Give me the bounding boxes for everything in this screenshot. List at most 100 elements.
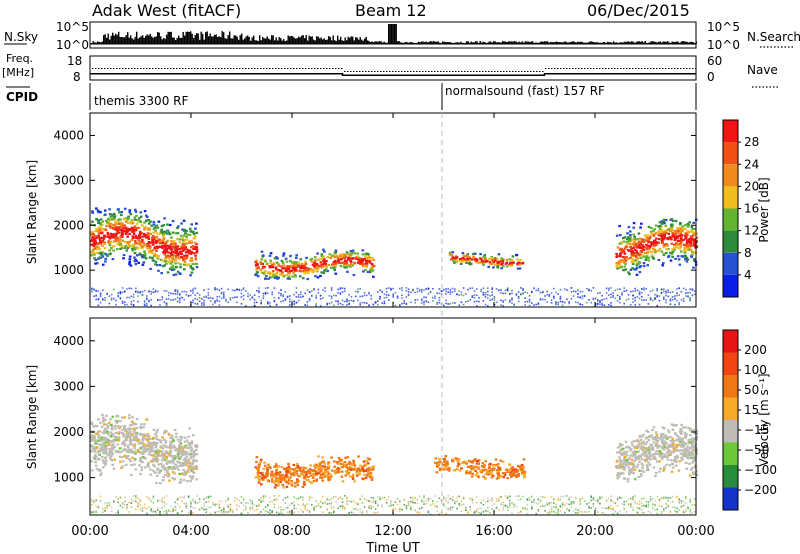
noise-cell bbox=[658, 299, 661, 302]
echo-cell bbox=[123, 454, 127, 457]
echo-cell bbox=[138, 217, 141, 220]
noise-cell bbox=[249, 294, 251, 296]
noise-cell bbox=[205, 295, 207, 298]
echo-cell bbox=[289, 476, 292, 479]
noise-cell bbox=[185, 291, 188, 293]
noise-cell bbox=[203, 302, 205, 304]
noise-cell bbox=[220, 291, 223, 294]
nsky-bar bbox=[596, 42, 598, 44]
echo-cell bbox=[132, 243, 135, 246]
noise-cell bbox=[227, 301, 229, 304]
echo-cell bbox=[301, 470, 304, 473]
echo-cell bbox=[94, 461, 97, 464]
echo-cell bbox=[110, 247, 113, 250]
echo-cell bbox=[126, 446, 130, 449]
echo-cell bbox=[508, 473, 512, 476]
echo-cell bbox=[167, 466, 170, 469]
noise-cell bbox=[610, 287, 612, 289]
echo-cell bbox=[685, 256, 689, 260]
nsky-bar bbox=[580, 41, 582, 44]
echo-cell bbox=[181, 228, 184, 231]
nsky-bar bbox=[95, 42, 97, 44]
nsky-bar bbox=[118, 31, 120, 44]
noise-cell bbox=[135, 287, 137, 290]
echo-cell bbox=[351, 476, 354, 479]
echo-cell bbox=[330, 469, 334, 472]
noise-cell bbox=[381, 291, 383, 294]
nsky-bar bbox=[662, 41, 664, 44]
echo-cell bbox=[147, 219, 150, 222]
noise-cell bbox=[515, 294, 518, 296]
echo-cell bbox=[92, 233, 95, 236]
nsky-bar bbox=[122, 37, 124, 44]
noise-cell bbox=[251, 296, 254, 299]
echo-cell bbox=[91, 469, 94, 472]
noise-cell bbox=[421, 298, 423, 300]
echo-cell bbox=[133, 225, 137, 228]
noise-cell bbox=[383, 302, 386, 305]
noise-cell bbox=[572, 290, 575, 292]
echo-cell bbox=[664, 224, 668, 228]
echo-cell bbox=[111, 463, 114, 466]
echo-cell bbox=[287, 272, 290, 275]
echo-cell bbox=[134, 263, 138, 266]
colorbar-tick-label: 12 bbox=[744, 224, 759, 238]
echo-cell bbox=[653, 241, 657, 244]
echo-cell bbox=[629, 236, 632, 239]
echo-cell bbox=[372, 275, 375, 278]
echo-cell bbox=[369, 469, 372, 472]
echo-cell bbox=[99, 473, 102, 477]
echo-cell bbox=[317, 455, 320, 458]
nave-point bbox=[194, 68, 196, 69]
echo-cell bbox=[163, 432, 166, 435]
echo-cell bbox=[126, 246, 130, 249]
echo-cell bbox=[186, 251, 190, 254]
noise-cell bbox=[245, 304, 247, 307]
echo-cell bbox=[147, 244, 150, 247]
echo-cell bbox=[166, 251, 170, 254]
noise-cell bbox=[427, 293, 430, 295]
noise-cell bbox=[273, 300, 276, 303]
nsky-bar bbox=[452, 42, 454, 44]
noise-cell bbox=[487, 297, 489, 299]
echo-cell bbox=[638, 266, 642, 269]
echo-cell bbox=[340, 470, 344, 473]
echo-cell bbox=[661, 234, 664, 237]
echo-cell bbox=[455, 256, 459, 259]
echo-cell bbox=[286, 470, 289, 473]
nsky-bar bbox=[610, 42, 612, 44]
noise-cell bbox=[139, 292, 141, 294]
echo-cell bbox=[319, 274, 322, 278]
nsky-bar bbox=[236, 36, 238, 44]
echo-cell bbox=[139, 447, 143, 450]
echo-cell bbox=[343, 262, 346, 265]
noise-cell bbox=[372, 303, 375, 306]
echo-cell bbox=[143, 423, 146, 426]
noise-cell bbox=[319, 304, 322, 307]
echo-cell bbox=[363, 258, 366, 261]
nave-point bbox=[131, 68, 133, 69]
echo-cell bbox=[269, 473, 273, 476]
echo-cell bbox=[681, 442, 684, 445]
echo-cell bbox=[104, 257, 107, 260]
nsky-bar bbox=[494, 41, 496, 44]
echo-cell bbox=[635, 250, 638, 253]
noise-cell bbox=[128, 296, 130, 299]
echo-cell bbox=[182, 219, 186, 222]
noise-cell bbox=[667, 295, 669, 298]
noise-cell bbox=[383, 297, 386, 299]
echo-cell bbox=[324, 474, 328, 477]
echo-cell bbox=[469, 470, 472, 473]
echo-cell bbox=[359, 464, 362, 467]
nsky-bar bbox=[406, 41, 408, 44]
echo-cell bbox=[164, 445, 168, 448]
noise-cell bbox=[403, 300, 405, 302]
echo-cell bbox=[186, 439, 189, 442]
noise-cell bbox=[174, 293, 177, 295]
echo-cell bbox=[347, 467, 350, 471]
echo-cell bbox=[91, 439, 94, 442]
nave-point bbox=[629, 68, 631, 69]
echo-cell bbox=[684, 224, 687, 227]
noise-cell bbox=[524, 291, 526, 293]
nave-point bbox=[497, 71, 499, 72]
